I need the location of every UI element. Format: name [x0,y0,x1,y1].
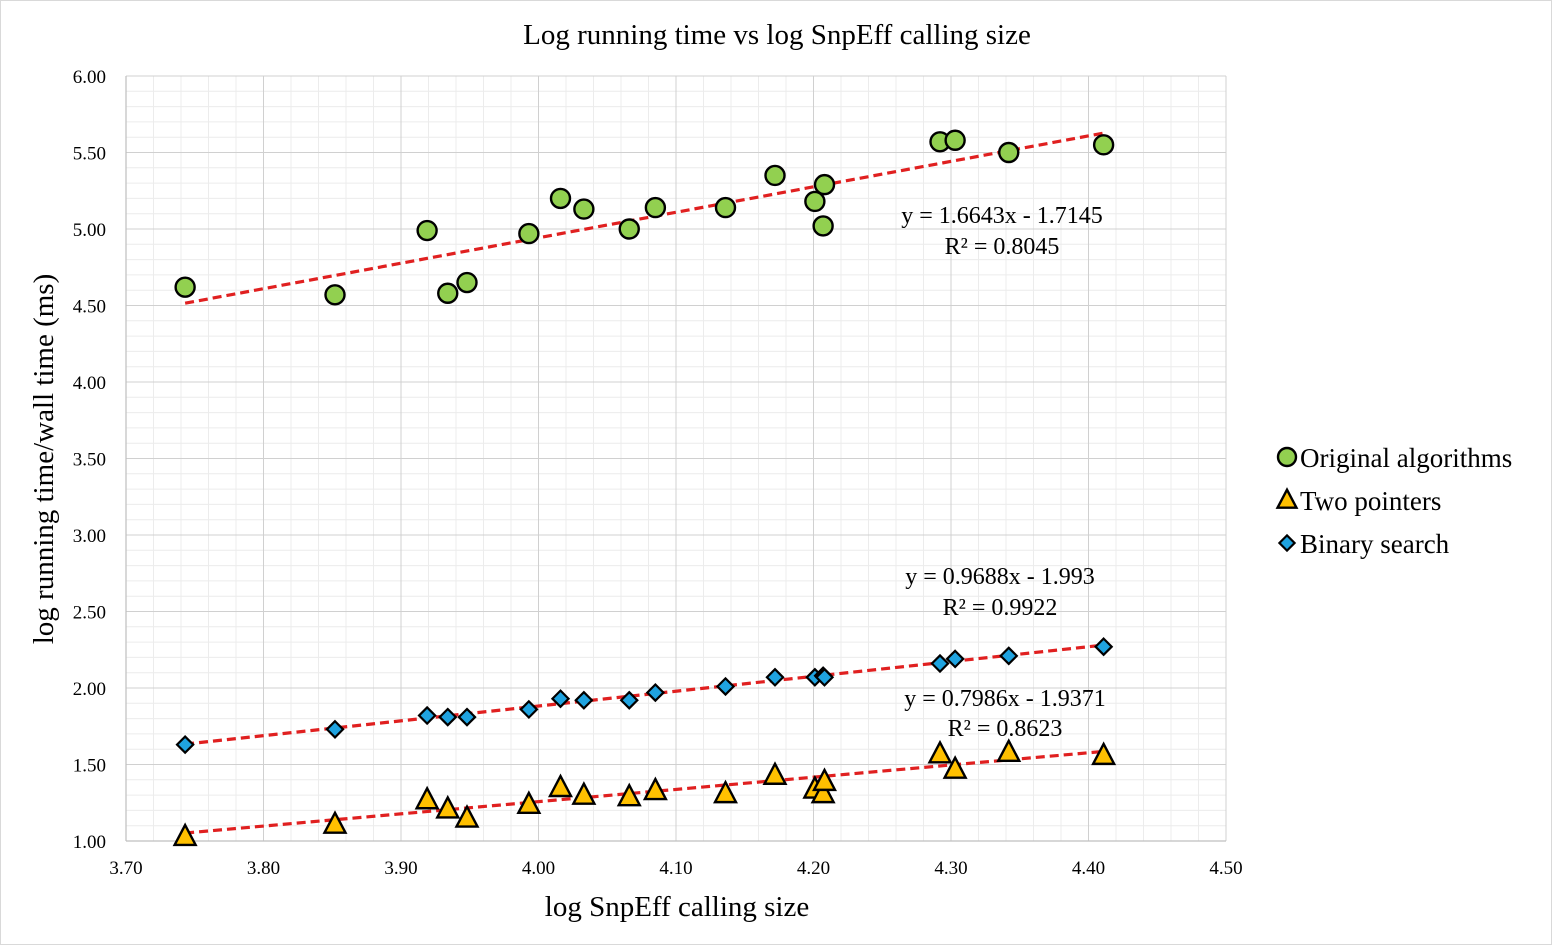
data-point-circle [324,284,346,306]
data-point-circle [813,173,836,196]
trendline-equation: y = 0.9688x - 1.993 [905,564,1095,590]
data-point-triangle [812,767,837,792]
data-point-circle [714,196,737,219]
trendline-r-squared: R² = 0.9922 [943,595,1058,621]
data-point-diamond [930,653,950,674]
data-point-triangle [810,779,836,804]
y-axis-label: log running time/wall time (ms) [28,274,60,645]
trendline-equations: y = 1.6643x - 1.7145 R² = 0.8045 y = 0.798… [901,203,1106,742]
y-tick-label: 5.50 [73,144,106,165]
data-point-circle [456,271,478,294]
data-point-circle [998,141,1020,164]
data-point-triangle [1091,741,1117,766]
legend-label: Binary search [1300,529,1450,559]
y-tick-label: 3.00 [73,526,106,547]
y-tick-label: 6.00 [73,67,106,88]
data-point-diamond [438,707,458,727]
legend-label: Two pointers [1300,486,1441,516]
data-point-triangle [571,781,597,805]
legend-marker-circle [1276,446,1298,468]
data-point-diamond [417,705,437,726]
x-tick-label: 4.50 [1209,858,1242,879]
data-point-diamond [765,667,785,687]
data-point-triangle [927,739,953,764]
data-point-triangle [516,790,542,815]
y-tick-label: 1.00 [73,832,106,853]
data-point-diamond [945,649,965,669]
data-point-triangle [762,761,788,785]
data-point-triangle [414,785,440,810]
data-point-triangle [616,782,642,807]
legend-marker-diamond [1277,533,1297,553]
data-point-diamond [550,689,571,709]
x-tick-label: 4.30 [934,858,967,879]
data-point-circle [437,282,459,304]
data-point-diamond [175,734,195,755]
x-tick-label: 3.80 [247,858,280,879]
y-tick-label: 4.00 [73,373,106,394]
data-point-diamond [457,707,477,727]
data-point-triangle [322,810,348,834]
x-tick-label: 4.20 [797,858,830,879]
x-tick-label: 4.10 [659,858,692,879]
data-points [172,129,1117,847]
data-point-triangle [548,773,573,798]
data-point-diamond [519,699,539,720]
trendline-r-squared: R² = 0.8045 [945,234,1060,260]
data-point-diamond [999,646,1019,666]
data-point-triangle [713,779,738,804]
y-tick-label: 3.50 [73,450,106,471]
trendline-equation: y = 0.7986x - 1.9371 [904,686,1106,712]
data-point-triangle [996,738,1022,763]
data-point-circle [812,215,834,237]
data-point-triangle [942,755,968,779]
y-tick-label: 5.00 [73,220,106,241]
trendlines [184,131,1104,835]
major-gridlines [125,75,1227,842]
trendline-triangle [184,749,1104,835]
data-point-circle [549,187,572,210]
data-point-triangle [172,822,198,847]
legend-marker-triangle [1275,487,1299,509]
y-tick-label: 2.50 [73,603,106,624]
x-tick-label: 3.90 [384,858,417,879]
data-point-diamond [619,690,639,710]
data-point-diamond [1093,637,1114,657]
y-tick-label: 1.50 [73,756,106,777]
data-point-diamond [574,690,594,710]
x-tick-label: 4.00 [522,858,555,879]
trendline-equation: y = 1.6643x - 1.7145 [901,203,1103,229]
data-point-triangle [454,804,480,828]
chart-title: Log running time vs log SnpEff calling s… [523,19,1031,51]
data-point-circle [416,219,438,242]
data-point-circle [944,129,966,151]
x-tick-label: 3.70 [109,858,142,879]
legend-label: Original algorithms [1300,443,1512,473]
trendline-circle [184,131,1104,305]
trendline-r-squared: R² = 0.8623 [948,716,1063,742]
x-axis-label: log SnpEff calling size [545,891,809,923]
data-point-circle [804,190,826,213]
data-point-circle [573,198,595,220]
data-point-circle [174,276,196,298]
data-point-circle [764,164,786,187]
data-point-diamond [715,676,736,697]
data-point-circle [1092,134,1115,156]
data-point-diamond [814,667,835,687]
x-tick-label: 4.40 [1072,858,1105,879]
data-point-circle [618,218,640,240]
data-point-triangle [642,776,668,801]
y-tick-label: 4.50 [73,297,106,318]
data-point-circle [518,222,540,245]
data-point-diamond [325,719,345,739]
axis-ticks: 3.70 3.80 3.90 4.00 4.10 4.20 4.30 4.40 4.50 1.00… [73,67,1243,879]
data-point-triangle [435,794,461,819]
data-point-diamond [645,682,666,703]
y-tick-label: 2.00 [73,679,106,700]
legend: Original algorithms Two pointers Binary se… [1275,443,1512,559]
data-point-circle [644,196,667,219]
